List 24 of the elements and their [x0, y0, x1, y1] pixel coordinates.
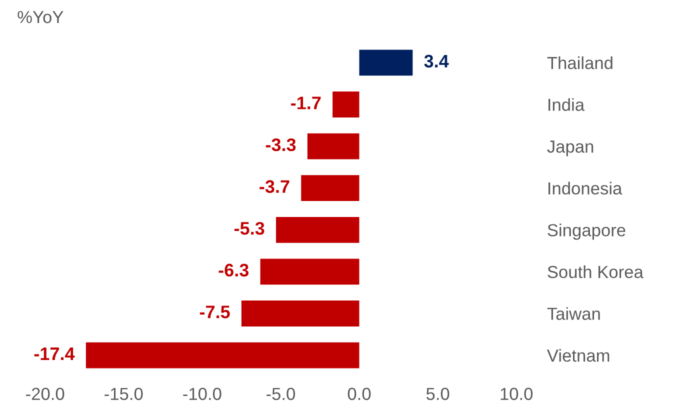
- data-label: -17.4: [34, 348, 75, 360]
- y-tick-label: Thailand: [547, 56, 612, 70]
- data-label: -1.7: [291, 96, 321, 110]
- x-tick-label: -10.0: [183, 388, 222, 400]
- data-label: -3.7: [260, 180, 290, 193]
- y-tick-label: India: [548, 98, 585, 111]
- y-tick-label: Japan: [547, 140, 594, 156]
- x-tick-label: -15.0: [104, 388, 143, 400]
- data-label: 3.4: [424, 54, 449, 68]
- y-tick-label: Indonesia: [548, 182, 622, 195]
- y-tick-label: Taiwan: [547, 307, 600, 320]
- y-tick-label: Vietnam: [546, 349, 610, 362]
- x-tick-label: 0.0: [348, 388, 371, 400]
- x-tick-label: 5.0: [426, 388, 450, 400]
- data-label: -3.3: [266, 138, 296, 152]
- data-label: -6.3: [218, 264, 249, 277]
- y-tick-label: Singapore: [548, 224, 626, 240]
- x-tick-label: -5.0: [266, 388, 295, 400]
- x-axis-title: %YoY: [18, 10, 64, 24]
- data-label: -5.3: [234, 222, 264, 235]
- y-tick-label: South Korea: [548, 265, 644, 278]
- data-label: -7.5: [200, 306, 230, 318]
- x-tick-label: 10.0: [500, 388, 533, 400]
- x-tick-label: -20.0: [26, 388, 64, 400]
